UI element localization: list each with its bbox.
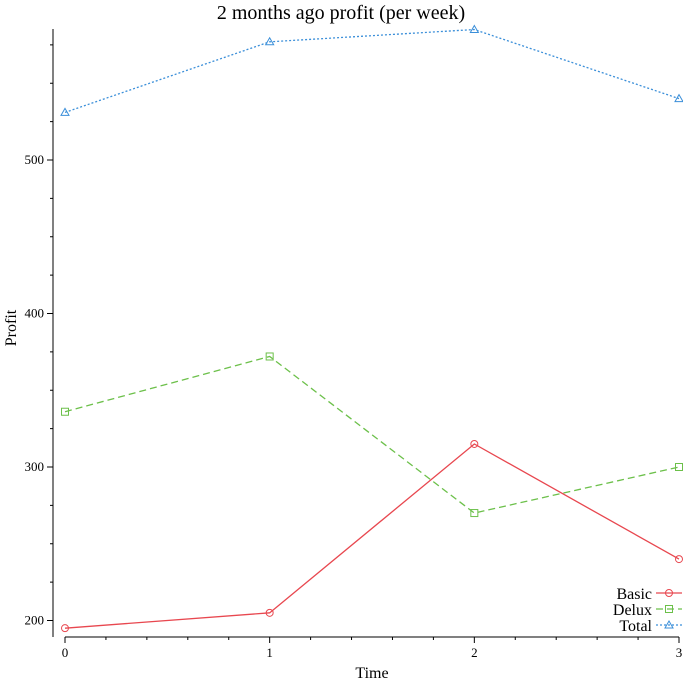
data-point	[60, 107, 70, 116]
legend-item: Basic	[616, 586, 682, 603]
legend-swatch-marker	[665, 589, 673, 597]
data-point	[265, 352, 274, 361]
data-point	[674, 93, 683, 103]
data-point	[469, 24, 480, 34]
x-axis-label: Time	[355, 665, 388, 682]
data-point	[265, 608, 274, 617]
legend-swatch-marker	[665, 605, 673, 613]
y-tick-label: 500	[25, 152, 45, 167]
y-axis-label: Profit	[3, 309, 20, 346]
legend-item: Delux	[613, 602, 682, 619]
data-point	[61, 624, 69, 633]
data-point	[470, 439, 479, 448]
series-total	[60, 24, 683, 116]
legend-swatch-marker	[664, 619, 674, 629]
data-point	[264, 36, 275, 46]
legend-label: Total	[619, 618, 652, 635]
series-line	[64, 355, 680, 514]
data-point	[470, 509, 479, 518]
y-tick-label: 200	[25, 613, 45, 628]
y-tick-label: 400	[25, 306, 45, 321]
series-delux	[61, 352, 683, 518]
x-tick-label: 1	[266, 645, 273, 660]
series-line	[64, 443, 680, 629]
series-line	[64, 28, 680, 114]
x-axis: 0 1 2 3	[62, 636, 683, 660]
x-tick-label: 0	[62, 645, 69, 660]
data-point	[61, 407, 69, 416]
legend-label: Delux	[613, 602, 652, 619]
series-basic	[61, 439, 683, 633]
legend-label: Basic	[616, 586, 652, 603]
series-layer	[60, 24, 683, 633]
chart-title: 2 months ago profit (per week)	[217, 2, 465, 24]
y-axis: 200 300 400 500	[25, 29, 54, 637]
legend-item: Total	[619, 618, 682, 635]
x-tick-label: 2	[471, 645, 478, 660]
y-tick-label: 300	[25, 459, 45, 474]
x-tick-label: 3	[676, 645, 683, 660]
